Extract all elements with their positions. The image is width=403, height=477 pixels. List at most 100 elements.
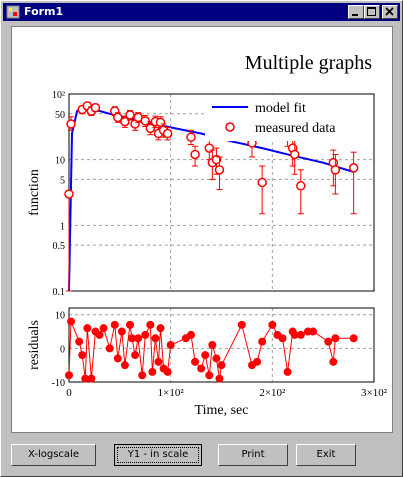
- legend-data-label: measured data: [255, 121, 336, 136]
- res-x-tick-label: 0: [66, 387, 72, 399]
- data-point: [145, 123, 156, 134]
- residual-point: [258, 337, 267, 346]
- residual-point: [141, 330, 150, 339]
- data-point: [125, 110, 135, 120]
- minimize-button[interactable]: [348, 5, 364, 19]
- chart-svg: 0.1 0.5 1 5 10 50 10² Multiple graphs function mo…: [27, 52, 388, 418]
- print-button[interactable]: Print: [218, 444, 288, 466]
- main-y-tick-label: 50: [55, 110, 65, 121]
- residual-point: [126, 320, 134, 329]
- data-point: [289, 149, 300, 160]
- residual-point: [253, 357, 262, 366]
- res-y-tick-label: 10: [55, 311, 65, 322]
- residual-point: [197, 364, 206, 373]
- residual-point: [131, 351, 140, 360]
- minimize-icon: [352, 14, 358, 16]
- legend-box: [205, 95, 373, 141]
- residual-point: [283, 367, 292, 376]
- residual-point: [166, 341, 175, 349]
- residual-point: [110, 320, 119, 329]
- residual-point: [120, 361, 129, 370]
- main-y-tick-label: 5: [60, 175, 65, 186]
- chart-canvas: 0.1 0.5 1 5 10 50 10² Multiple graphs function mo…: [11, 26, 393, 433]
- residual-point: [331, 334, 340, 343]
- maximize-button[interactable]: [364, 5, 380, 19]
- main-y-tick-label: 0.1: [53, 287, 66, 298]
- close-icon: [385, 7, 394, 16]
- residual-point: [324, 337, 333, 346]
- residual-point: [205, 371, 214, 380]
- data-point: [162, 128, 173, 139]
- residual-point: [309, 327, 317, 336]
- residual-point: [201, 351, 210, 360]
- data-point: [211, 154, 222, 165]
- residual-point: [67, 317, 76, 326]
- residual-point: [146, 320, 155, 329]
- data-point: [348, 163, 359, 173]
- residual-point: [208, 341, 217, 349]
- close-button[interactable]: [382, 5, 398, 19]
- res-y-tick-label: 0: [60, 344, 65, 355]
- residual-point: [212, 354, 221, 363]
- data-point: [113, 112, 123, 123]
- main-y-tick-label: 0.5: [53, 241, 66, 252]
- residual-point: [237, 320, 246, 329]
- residual-point: [349, 334, 358, 343]
- res-y-axis-label: residuals: [27, 320, 42, 370]
- data-point: [330, 165, 341, 175]
- residual-point: [187, 330, 195, 339]
- residual-point: [95, 330, 104, 339]
- y1-in-scale-button[interactable]: Y1 - in scale: [114, 444, 202, 466]
- app-icon: [6, 5, 20, 19]
- window-title: Form1: [24, 5, 64, 18]
- main-y-axis-label: function: [27, 169, 42, 216]
- residual-point: [99, 324, 108, 333]
- residual-point: [83, 324, 92, 333]
- x-logscale-button[interactable]: X-logscale: [11, 444, 96, 466]
- data-point: [90, 102, 101, 113]
- main-y-tick-label: 1: [60, 221, 65, 232]
- residual-point: [156, 324, 165, 333]
- main-y-tick-label: 10: [55, 156, 65, 167]
- residual-point: [278, 334, 287, 343]
- data-point: [120, 116, 130, 127]
- res-x-tick-label: 2×10²: [259, 387, 286, 399]
- residual-point: [151, 334, 160, 343]
- data-point: [257, 177, 267, 188]
- main-y-tick-label: 10²: [52, 90, 65, 101]
- residual-point: [138, 371, 147, 380]
- data-point: [66, 119, 76, 129]
- data-point: [140, 116, 150, 126]
- legend-model-label: model fit: [255, 101, 306, 116]
- residual-point: [163, 367, 172, 376]
- residual-point: [217, 361, 226, 370]
- res-x-tick-label: 3×10²: [361, 387, 388, 399]
- data-point: [214, 165, 225, 175]
- residual-point: [215, 374, 224, 383]
- residual-point: [78, 351, 87, 360]
- data-point: [296, 181, 306, 191]
- residual-point: [154, 357, 163, 366]
- residual-point: [296, 330, 305, 339]
- res-x-tick-label: 1×10²: [158, 387, 185, 399]
- legend-data-swatch: [225, 122, 235, 132]
- residual-point: [87, 374, 96, 383]
- maximize-icon: [367, 7, 376, 16]
- residual-point: [113, 354, 122, 363]
- residual-point: [191, 357, 200, 366]
- residual-point: [105, 344, 114, 353]
- title-bar[interactable]: Form1: [3, 3, 400, 21]
- residual-point: [75, 337, 84, 346]
- residual-point: [268, 320, 277, 329]
- data-point: [186, 132, 196, 142]
- exit-button[interactable]: Exit: [296, 444, 356, 466]
- residual-point: [148, 367, 157, 376]
- residual-point: [117, 327, 126, 336]
- residual-point: [134, 334, 143, 343]
- chart-title: Multiple graphs: [245, 52, 372, 74]
- residual-point: [329, 357, 338, 366]
- res-x-axis-label: Time, sec: [195, 403, 249, 418]
- res-y-tick-label: -10: [52, 378, 65, 389]
- residual-point: [65, 371, 73, 380]
